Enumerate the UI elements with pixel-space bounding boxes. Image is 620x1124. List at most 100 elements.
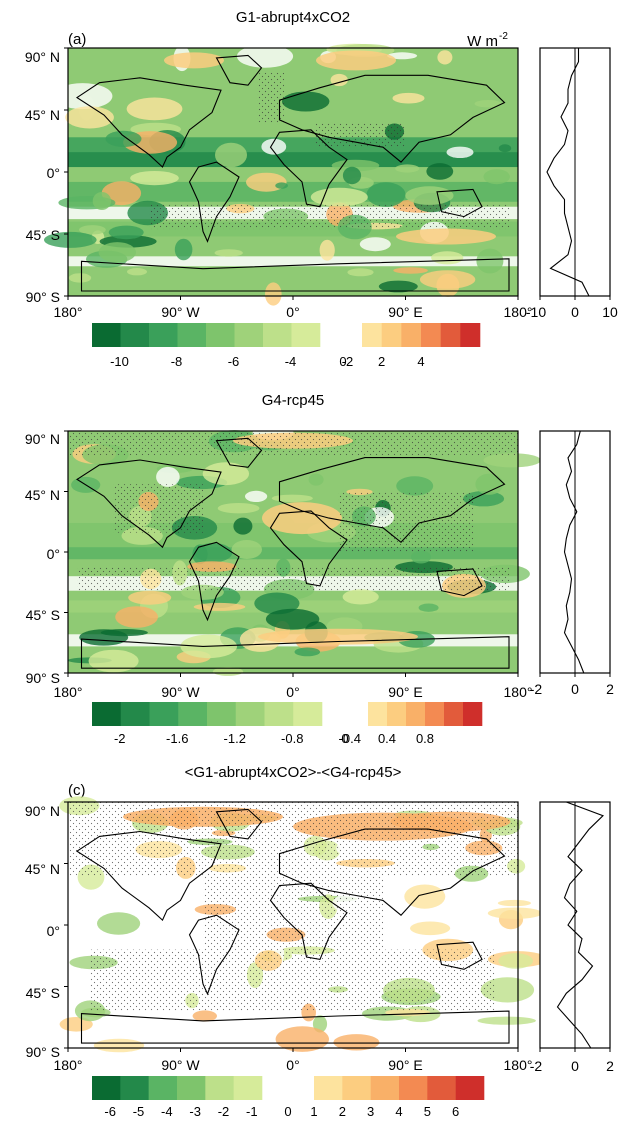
field-patch xyxy=(410,550,432,564)
panel-title: G4-rcp45 xyxy=(262,392,325,409)
colorbar-swatch-negative xyxy=(206,323,235,347)
lon-label: 90° W xyxy=(161,684,200,700)
positive-anomaly xyxy=(316,50,396,71)
coastline xyxy=(436,568,483,597)
field-patch xyxy=(97,912,141,935)
field-patch xyxy=(215,142,247,168)
field-patch xyxy=(483,169,510,185)
colorbar-tick-label: -8 xyxy=(171,354,183,369)
colorbar-swatch-negative xyxy=(178,702,208,726)
zonal-band xyxy=(68,152,518,168)
field-patch xyxy=(487,907,543,919)
map xyxy=(44,43,518,306)
panel-title: G1-abrupt4xCO2 xyxy=(236,9,350,26)
profile-tick-label: -2 xyxy=(530,681,543,697)
field-patch xyxy=(130,171,179,186)
field-patch xyxy=(282,91,330,112)
colorbar-swatch-negative xyxy=(92,1076,121,1100)
colorbar-swatch-positive xyxy=(362,323,382,347)
lon-label: 90° E xyxy=(388,684,422,700)
coastline xyxy=(215,437,263,468)
lat-label: 90° N xyxy=(25,803,60,819)
field-patch xyxy=(233,517,253,535)
lat-label: 90° N xyxy=(25,431,60,447)
coastline xyxy=(269,129,348,208)
significance-stippling xyxy=(203,875,383,950)
field-patch xyxy=(426,163,454,180)
field-patch xyxy=(265,608,320,630)
colorbar-swatch-positive xyxy=(401,323,422,347)
colorbar: -6 -5 -4 -3 -2 -1 0 1 2 3 4 5 6 xyxy=(92,1076,485,1119)
colorbar-tick-label: 1 xyxy=(310,1104,317,1119)
significance-stippling xyxy=(338,491,473,552)
coastline xyxy=(269,882,348,961)
coastline xyxy=(215,54,263,86)
field-patch xyxy=(126,97,183,121)
field-patch xyxy=(396,476,434,496)
profile-tick-label: 0 xyxy=(571,681,579,697)
field-patch xyxy=(431,251,464,265)
colorbar-tick-label: -6 xyxy=(228,354,240,369)
field-patch xyxy=(245,490,268,502)
lat-label: 0° xyxy=(47,923,60,939)
field-patch xyxy=(202,462,250,486)
field-patch xyxy=(498,953,533,969)
zonal-mean-panel: -10 0 10 xyxy=(526,47,618,320)
coastline xyxy=(80,1010,510,1044)
lat-label: 90° S xyxy=(26,670,60,686)
field-patch xyxy=(65,106,114,129)
lon-label: 0° xyxy=(286,304,299,320)
positive-anomaly xyxy=(262,502,342,535)
field-patch xyxy=(404,884,446,909)
colorbar-tick-label: -4 xyxy=(285,354,297,369)
panel-b: G4-rcp45(b)W m-290° N45° N0°45° S90° S18… xyxy=(25,392,614,746)
significance-stippling xyxy=(149,204,509,230)
colorbar-swatch-negative xyxy=(233,1076,263,1100)
zonal-mean-line xyxy=(563,430,585,674)
colorbar-swatch-positive xyxy=(387,702,407,726)
coastline xyxy=(269,510,348,587)
field-patch xyxy=(395,164,420,173)
field-patch xyxy=(245,172,287,192)
field-patch xyxy=(405,186,454,205)
colorbar-tick-label: -1.6 xyxy=(166,731,188,746)
colorbar-tick-label: -3 xyxy=(189,1104,201,1119)
field-patch xyxy=(127,268,147,276)
field-patch xyxy=(359,237,391,252)
colorbar-tick-label: 4 xyxy=(395,1104,402,1119)
zonal-mean-line xyxy=(556,801,605,1049)
colorbar-swatch-negative xyxy=(291,323,321,347)
colorbar-swatch-positive xyxy=(314,1076,343,1100)
colorbar-swatch-negative xyxy=(120,702,150,726)
colorbar-tick-label: 0 xyxy=(284,1104,291,1119)
colorbar-swatch-positive xyxy=(368,702,388,726)
field-patch xyxy=(192,544,208,565)
colorbar-tick-label: 0 xyxy=(339,354,346,369)
field-patch xyxy=(101,181,142,206)
colorbar-swatch-negative xyxy=(92,323,121,347)
panel-title: <G1-abrupt4xCO2>-<G4-rcp45> xyxy=(185,764,402,781)
colorbar-tick-label: -0.4 xyxy=(339,731,361,746)
colorbar-tick-label: 5 xyxy=(424,1104,431,1119)
colorbar-tick-label: -2 xyxy=(218,1104,230,1119)
positive-anomaly xyxy=(396,228,496,245)
zonal-band xyxy=(68,181,518,202)
field-patch xyxy=(174,238,193,261)
lat-label: 45° S xyxy=(26,227,60,243)
coastline xyxy=(188,914,240,996)
field-patch xyxy=(52,83,113,110)
profile-tick-label: -2 xyxy=(530,1058,543,1074)
field-patch xyxy=(93,1038,145,1053)
lon-label: 90° E xyxy=(388,1057,422,1073)
field-patch xyxy=(271,494,313,502)
field-patch xyxy=(108,225,144,240)
field-patch xyxy=(436,273,460,297)
positive-anomaly xyxy=(258,628,418,645)
lat-label: 45° N xyxy=(25,487,60,503)
field-patch xyxy=(308,473,324,486)
lon-label: 180° xyxy=(504,1057,533,1073)
lon-label: 180° xyxy=(54,684,83,700)
field-patch xyxy=(88,649,139,673)
colorbar-swatch-positive xyxy=(455,1076,485,1100)
